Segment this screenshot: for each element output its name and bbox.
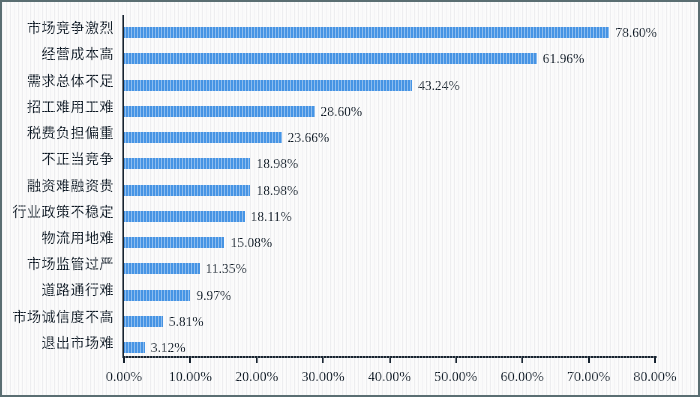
bar-row: 5.81% [124, 304, 657, 330]
category-label: 招工难用工难 [27, 100, 114, 116]
category-label: 不正当竞争 [41, 153, 114, 169]
bar-row: 23.66% [124, 120, 657, 146]
x-axis-tick-label: 70.00% [567, 370, 611, 385]
x-axis-ticks [123, 358, 656, 363]
value-label: 23.66% [287, 130, 330, 146]
bar-row: 18.98% [124, 146, 657, 172]
x-axis-tick-label: 50.00% [434, 370, 478, 385]
value-label: 43.24% [418, 77, 460, 93]
x-axis-tick-label: 60.00% [500, 370, 544, 385]
value-label: 18.98% [256, 156, 299, 172]
bar-row: 3.12% [124, 330, 657, 356]
x-axis-tick [255, 358, 258, 363]
x-axis-tick-label: 80.00% [633, 370, 677, 385]
bar-row: 18.98% [124, 172, 657, 198]
bar-row: 18.11% [124, 199, 657, 225]
bar [124, 158, 251, 170]
x-axis-tick [322, 358, 325, 363]
bar-row: 43.24% [124, 67, 657, 93]
x-axis-tick-label: 0.00% [105, 370, 143, 385]
bar-row: 61.96% [124, 41, 657, 67]
x-axis-tick [521, 358, 524, 363]
bar [124, 184, 251, 196]
category-label: 税费负担偏重 [27, 127, 114, 143]
value-label: 5.81% [168, 313, 204, 329]
bar-row: 15.08% [124, 225, 657, 251]
x-axis-tick [654, 358, 656, 363]
category-label: 市场监管过严 [27, 258, 114, 274]
value-label: 11.35% [205, 261, 247, 277]
bar [124, 105, 315, 117]
x-axis-tick-label: 10.00% [168, 370, 212, 385]
category-label: 经营成本高 [41, 48, 114, 64]
category-label: 需求总体不足 [27, 74, 114, 90]
bar-row: 9.97% [124, 277, 657, 303]
bar [124, 289, 191, 301]
bar-row: 78.60% [124, 15, 657, 41]
x-axis-tick-label: 20.00% [235, 370, 279, 385]
bar [124, 237, 225, 249]
value-label: 3.12% [150, 340, 186, 356]
bar-row: 11.35% [124, 251, 657, 277]
bar [124, 263, 200, 275]
bar [124, 27, 610, 39]
bar [124, 210, 245, 222]
plot-area: 78.60% 61.96% 43.24% 28.60% 23.66% 18.98% 18.9… [122, 15, 657, 358]
value-label: 28.60% [320, 103, 363, 119]
bar [124, 315, 163, 327]
x-axis-tick-label: 40.00% [367, 370, 412, 385]
x-axis-tick [454, 358, 457, 363]
category-axis: 市场竞争激烈经营成本高需求总体不足 招工难用工难 税费负担偏重不正当竞争融资难融资贵… [2, 15, 114, 356]
x-axis-tick [123, 358, 125, 363]
value-label: 18.11% [250, 208, 292, 224]
x-axis-tick [189, 358, 192, 363]
category-label: 市场竞争激烈 [27, 22, 114, 38]
value-label: 61.96% [542, 51, 585, 67]
bar [124, 342, 145, 354]
bar [124, 53, 537, 65]
bar [124, 79, 413, 91]
category-label: 行业政策不稳定 [12, 205, 114, 221]
bar [124, 132, 282, 144]
category-label: 道路通行难 [41, 284, 114, 300]
category-label: 退出市场难 [41, 336, 114, 352]
category-label: 融资难融资贵 [27, 179, 114, 195]
x-axis-tick [388, 358, 391, 363]
value-label: 78.60% [615, 25, 657, 41]
bar-row: 28.60% [124, 94, 657, 120]
category-label: 物流用地难 [41, 231, 114, 247]
value-label: 18.98% [256, 182, 299, 198]
x-axis-tick-labels: 0.00% 10.00% 20.00% 30.00% 40.00% 50.00% 60.00… [106, 370, 677, 387]
x-axis-tick [587, 358, 590, 363]
category-label: 市场诚信度不高 [12, 310, 114, 326]
value-label: 15.08% [230, 235, 273, 251]
x-axis-tick-label: 30.00% [301, 370, 345, 385]
value-label: 9.97% [196, 287, 232, 303]
